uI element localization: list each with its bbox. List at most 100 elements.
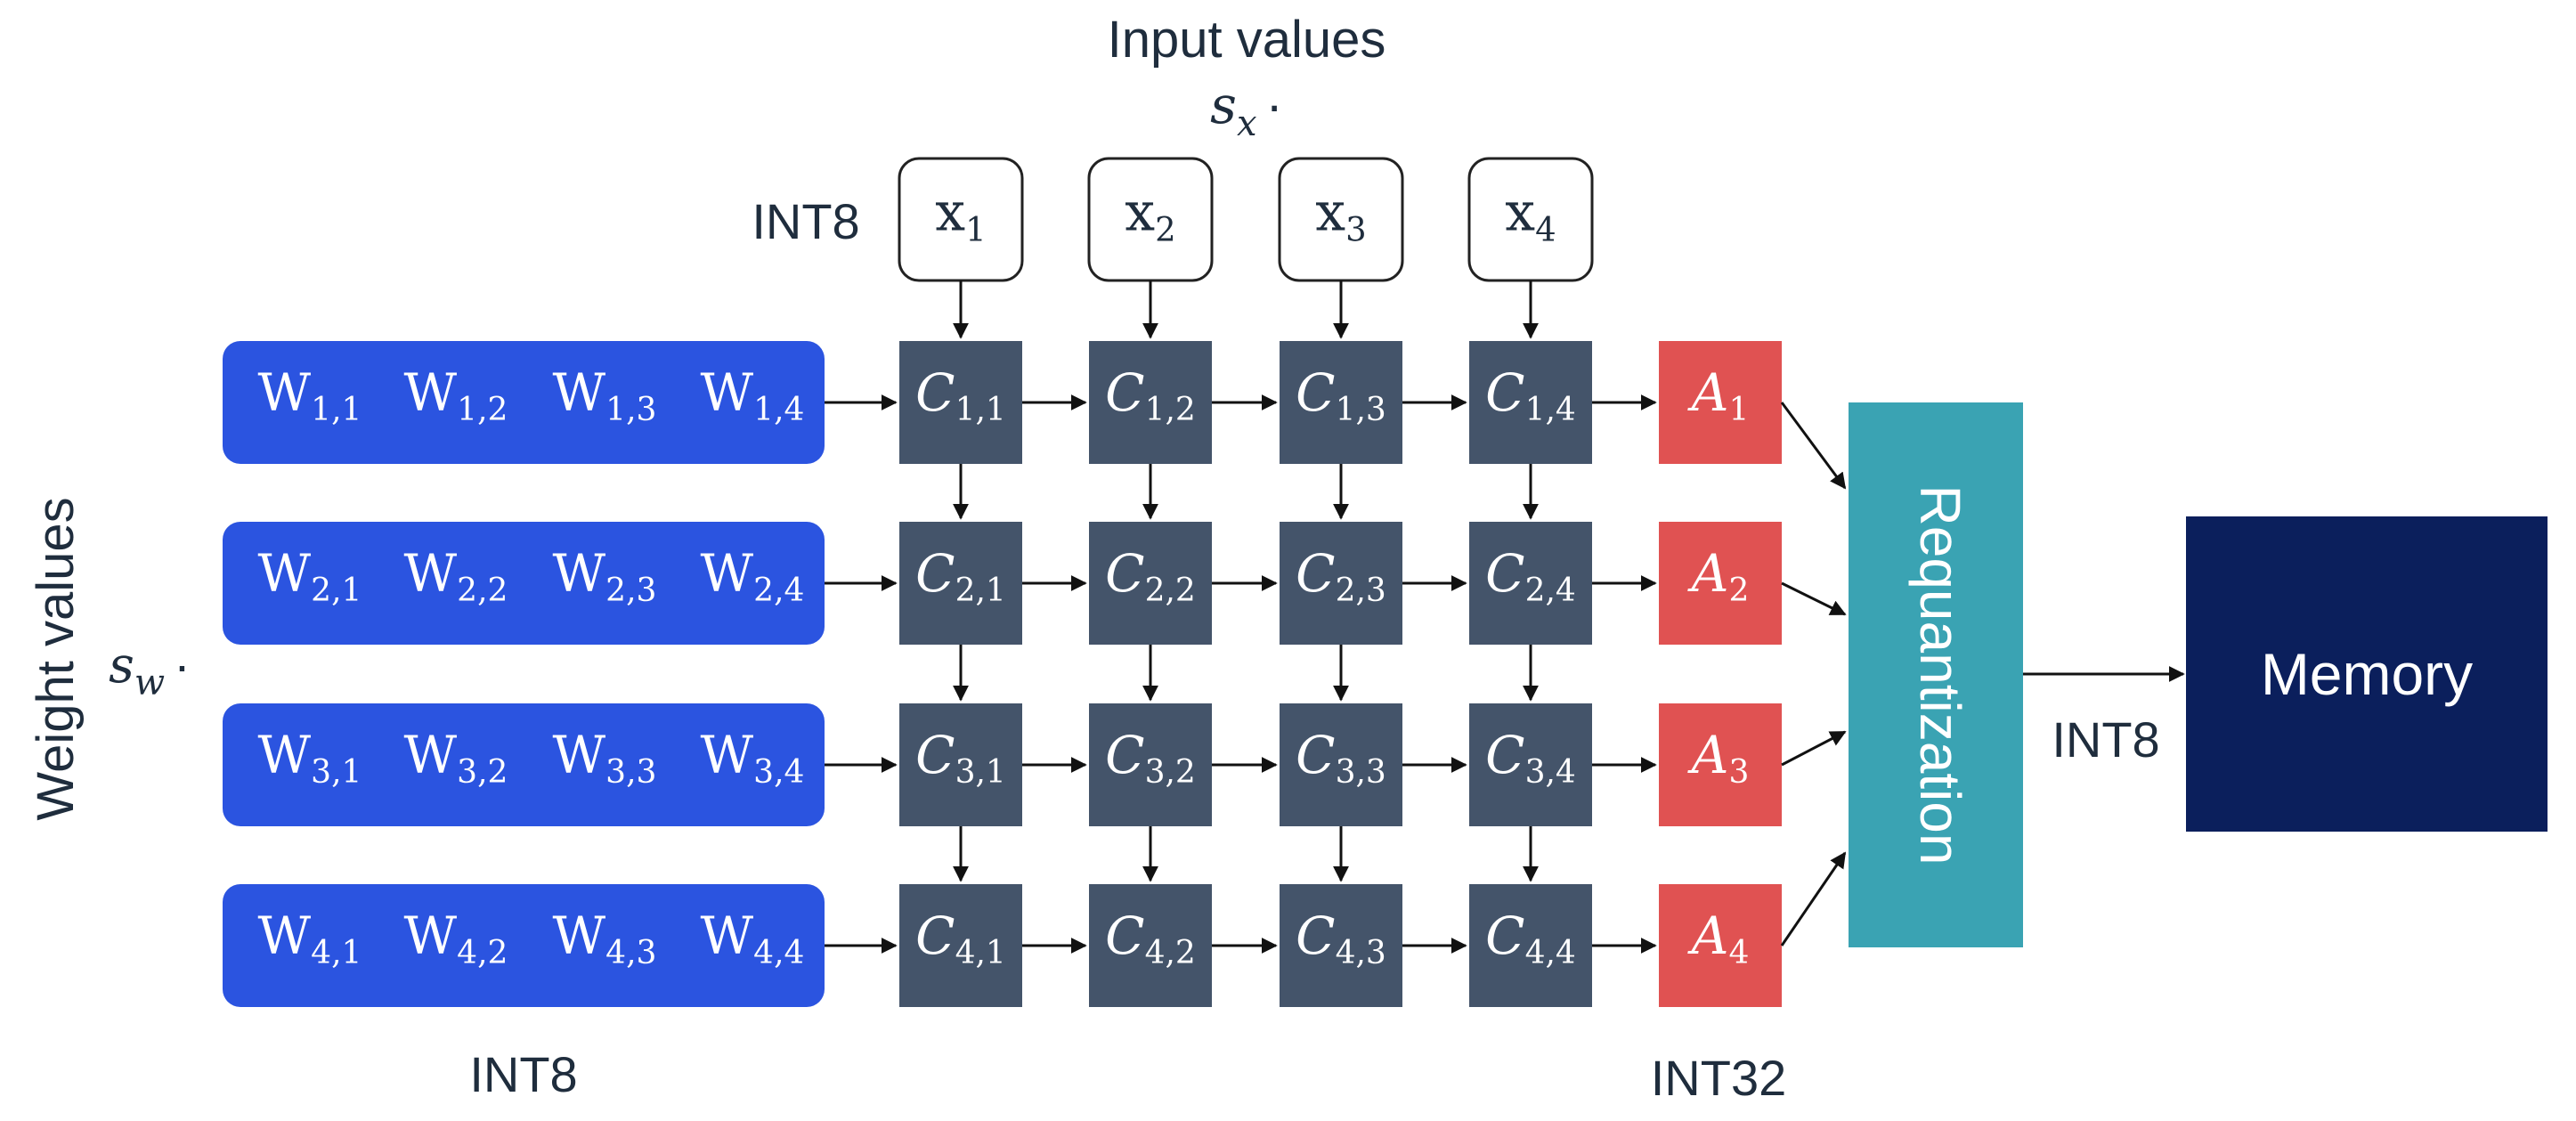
pe-cell-1-2 (1089, 341, 1212, 464)
weight-2-4: W2,4 (701, 543, 805, 609)
weight-3-2-subscript: 3,2 (457, 754, 508, 791)
pe-cell-4-1 (899, 884, 1022, 1007)
input-label-2-subscript: 2 (1155, 210, 1176, 248)
input-label-1-subscript: 1 (965, 210, 987, 248)
weight-3-1-base: W (258, 725, 312, 785)
pe-label-2-2-base: C (1105, 543, 1144, 604)
input-label-1: x1 (935, 181, 986, 248)
pe-cell-3-2 (1089, 703, 1212, 826)
weight-2-3-base: W (553, 543, 606, 604)
pe-cell-3-4 (1469, 703, 1592, 826)
accumulator-label-3: A3 (1687, 725, 1750, 791)
weight-2-4-base: W (701, 543, 754, 604)
acc-to-requant-arrow-4 (1780, 851, 1847, 946)
weight-row-2 (223, 522, 825, 645)
weight-3-1-subscript: 3,1 (311, 754, 362, 791)
weight-4-1: W4,1 (258, 906, 362, 971)
weight-4-3-base: W (553, 906, 606, 966)
weight-scale-base: s (109, 637, 134, 695)
pe-label-4-3-subscript: 4,3 (1336, 935, 1386, 971)
pe-label-3-4-subscript: 3,4 (1525, 754, 1576, 791)
weight-scale-label: sw · (109, 637, 191, 703)
accumulator-4 (1659, 884, 1782, 1007)
pe-label-3-2-subscript: 3,2 (1145, 754, 1196, 791)
pe-cell-3-1 (899, 703, 1022, 826)
weight-scale-dot: · (174, 637, 191, 693)
accumulator-label-2-base: A (1687, 543, 1729, 604)
weight-1-3: W1,3 (553, 362, 657, 428)
weight-2-2-base: W (404, 543, 458, 604)
pe-label-2-2-subscript: 2,2 (1145, 573, 1196, 609)
pe-label-3-3-subscript: 3,3 (1336, 754, 1386, 791)
weight-1-3-base: W (553, 362, 606, 423)
input-label-4-subscript: 4 (1535, 210, 1556, 248)
accumulator-label-4-subscript: 4 (1728, 935, 1749, 971)
pe-cell-4-3 (1280, 884, 1402, 1007)
pe-label-2-3-subscript: 2,3 (1336, 573, 1386, 609)
input-scale-base: s (1210, 75, 1237, 135)
weight-3-3: W3,3 (553, 725, 657, 791)
pe-cell-3-3 (1280, 703, 1402, 826)
weight-1-2: W1,2 (404, 362, 508, 428)
weight-1-2-base: W (404, 362, 458, 423)
weight-3-4: W3,4 (701, 725, 805, 791)
pe-cell-4-2 (1089, 884, 1212, 1007)
weight-4-1-base: W (258, 906, 312, 966)
accumulator-type-label: INT32 (1651, 1050, 1787, 1106)
accumulator-1 (1659, 341, 1782, 464)
pe-label-2-4: C2,4 (1485, 543, 1576, 609)
accumulator-3 (1659, 703, 1782, 826)
weight-1-4: W1,4 (701, 362, 805, 428)
pe-label-2-4-base: C (1485, 543, 1524, 604)
weight-2-2-subscript: 2,2 (457, 573, 508, 609)
weight-values-title: Weight values (27, 497, 85, 820)
pe-label-1-3-subscript: 1,3 (1336, 392, 1386, 428)
weight-1-3-subscript: 1,3 (605, 392, 656, 428)
pe-label-4-4: C4,4 (1485, 906, 1576, 971)
accumulator-label-3-base: A (1687, 725, 1729, 785)
requantization-block (1849, 402, 2023, 947)
accumulator-label-2-subscript: 2 (1728, 573, 1749, 609)
input-type-label: INT8 (752, 193, 859, 249)
accumulator-label-2: A2 (1687, 543, 1750, 609)
pe-label-3-1: C3,1 (915, 725, 1006, 791)
weight-row-4 (223, 884, 825, 1007)
weight-3-3-subscript: 3,3 (605, 754, 656, 791)
pe-label-3-3-base: C (1296, 725, 1335, 785)
weight-2-4-subscript: 2,4 (753, 573, 804, 609)
memory-label: Memory (2261, 641, 2473, 707)
pe-label-4-4-base: C (1485, 906, 1524, 966)
accumulator-label-4-base: A (1687, 906, 1729, 966)
accumulator-label-1-subscript: 1 (1728, 392, 1749, 428)
pe-label-4-1: C4,1 (915, 906, 1006, 971)
acc-to-requant-arrow-3 (1781, 730, 1847, 767)
pe-label-4-4-subscript: 4,4 (1525, 935, 1576, 971)
pe-label-2-1-subscript: 2,1 (955, 573, 1006, 609)
weight-1-2-subscript: 1,2 (457, 392, 508, 428)
weight-1-4-base: W (701, 362, 754, 423)
pe-label-1-3: C1,3 (1296, 362, 1386, 428)
weight-3-4-subscript: 3,4 (753, 754, 804, 791)
weight-row-1 (223, 341, 825, 464)
pe-label-2-4-subscript: 2,4 (1525, 573, 1576, 609)
input-scale-label: sx · (1210, 75, 1283, 144)
pe-label-3-4: C3,4 (1485, 725, 1576, 791)
input-values-title: Input values (1108, 11, 1386, 69)
pe-label-2-1: C2,1 (915, 543, 1006, 609)
weight-3-1: W3,1 (258, 725, 362, 791)
weight-4-2-base: W (404, 906, 458, 966)
pe-label-1-3-base: C (1296, 362, 1335, 423)
output-type-label: INT8 (2052, 711, 2159, 768)
input-label-4-base: x (1505, 181, 1535, 243)
pe-label-4-2: C4,2 (1105, 906, 1196, 971)
pe-cell-1-1 (899, 341, 1022, 464)
input-label-3-base: x (1315, 181, 1345, 243)
weight-1-1: W1,1 (258, 362, 362, 428)
pe-label-4-3-base: C (1296, 906, 1335, 966)
pe-label-3-1-subscript: 3,1 (955, 754, 1006, 791)
input-label-2: x2 (1125, 181, 1175, 248)
accumulator-label-4: A4 (1687, 906, 1750, 971)
input-label-2-base: x (1125, 181, 1155, 243)
accumulator-label-3-subscript: 3 (1728, 754, 1749, 791)
